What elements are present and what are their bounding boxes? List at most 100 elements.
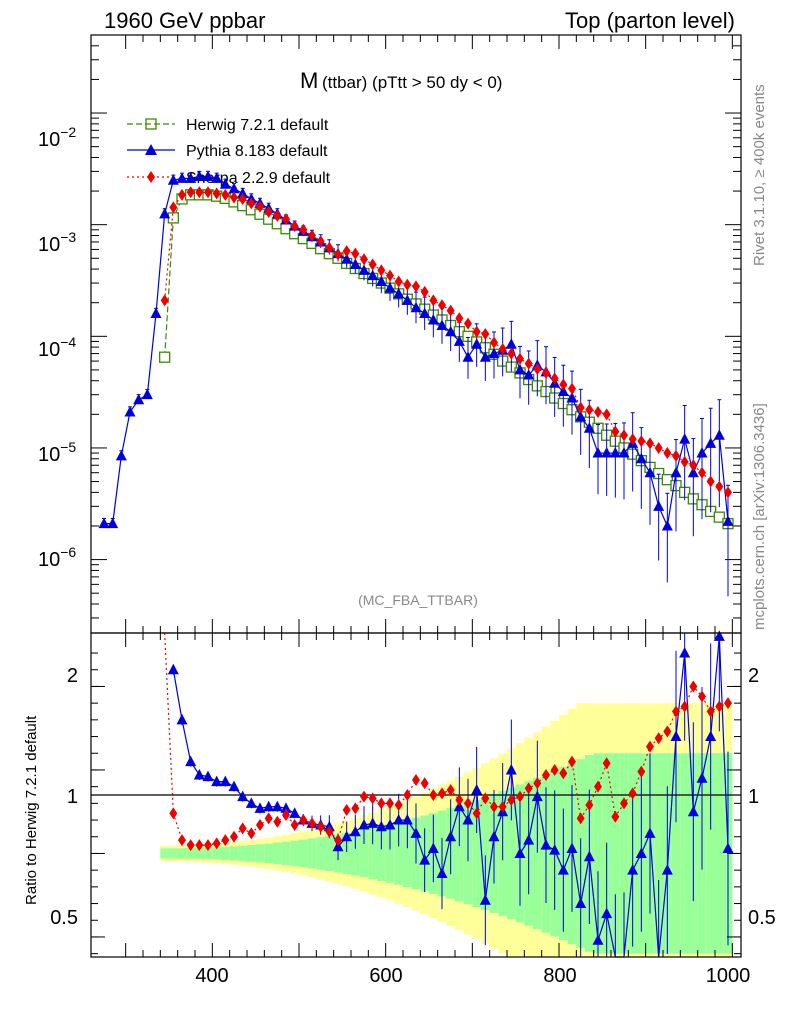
point-pythia xyxy=(124,405,136,417)
point-sherpa xyxy=(646,437,654,450)
point-sherpa xyxy=(212,187,221,200)
ratio-point-pythia xyxy=(358,819,370,830)
point-pythia xyxy=(436,319,448,330)
ratio-point-sherpa xyxy=(533,777,542,790)
ratio-band-green xyxy=(611,753,620,954)
point-sherpa xyxy=(611,425,620,438)
ratio-point-sherpa xyxy=(568,755,576,768)
ratio-point-sherpa xyxy=(299,814,308,827)
ratio-point-pythia xyxy=(341,830,353,842)
point-pythia xyxy=(384,282,396,293)
ratio-point-pythia xyxy=(644,827,656,838)
ratio-band-green xyxy=(212,847,221,860)
point-sherpa xyxy=(628,433,637,446)
point-sherpa xyxy=(576,401,585,414)
point-pythia xyxy=(609,447,621,458)
ratio-band-green xyxy=(715,753,724,954)
point-sherpa xyxy=(299,223,308,236)
ratio-point-sherpa xyxy=(464,797,472,810)
ratio-point-pythia xyxy=(670,730,682,742)
plot-title-main: M xyxy=(300,68,318,93)
ratio-point-pythia xyxy=(583,850,595,862)
xtick-800: 800 xyxy=(543,965,576,987)
ratio-point-pythia xyxy=(271,800,283,812)
ratio-point-sherpa xyxy=(550,763,559,776)
ratio-point-sherpa xyxy=(308,817,316,830)
point-sherpa xyxy=(698,466,706,479)
header-energy: 1960 GeV ppbar xyxy=(104,8,265,33)
point-sherpa xyxy=(247,197,256,210)
xtick-400: 400 xyxy=(195,965,228,987)
point-sherpa xyxy=(464,317,472,330)
legend-entry-herwig: Herwig 7.2.1 default xyxy=(127,117,329,134)
ratio-band-green xyxy=(403,819,412,887)
legend-entry-pythia: Pythia 8.183 default xyxy=(127,143,328,160)
ratio-point-sherpa xyxy=(706,705,715,718)
point-pythia xyxy=(705,437,717,448)
point-pythia xyxy=(462,351,474,362)
point-pythia xyxy=(566,392,578,403)
ratio-point-sherpa xyxy=(576,812,585,825)
point-sherpa xyxy=(342,245,351,258)
point-pythia xyxy=(453,335,465,346)
ratio-band-green xyxy=(203,847,213,860)
ratio-point-sherpa xyxy=(490,800,498,813)
series-line-sherpa xyxy=(164,191,729,493)
ratio-point-sherpa xyxy=(342,804,351,817)
point-sherpa xyxy=(446,304,455,317)
series-line-pythia xyxy=(104,175,729,529)
ratio-band-green xyxy=(221,846,230,861)
point-pythia xyxy=(219,178,231,189)
ratio-panel-series xyxy=(164,630,734,958)
ratio-band-green xyxy=(680,753,689,954)
ratio-point-sherpa xyxy=(412,773,420,786)
legend-marker-herwig xyxy=(145,118,157,130)
ratio-point-pythia xyxy=(471,783,483,795)
point-pythia xyxy=(592,447,604,458)
point-sherpa xyxy=(524,357,533,370)
ratio-band-green xyxy=(377,826,386,881)
ratio-point-sherpa xyxy=(230,830,238,843)
ratio-point-pythia xyxy=(419,854,431,865)
ratio-point-pythia xyxy=(713,630,725,641)
point-pythia xyxy=(679,433,691,444)
header-process: Top (parton level) xyxy=(565,8,735,33)
ratio-ytick-05-left: 0.5 xyxy=(50,907,78,929)
point-pythia xyxy=(618,447,630,458)
ratio-point-pythia xyxy=(575,897,587,909)
point-pythia xyxy=(635,452,647,464)
ratio-point-sherpa xyxy=(282,809,290,822)
ratio-band-green xyxy=(671,753,681,954)
point-pythia xyxy=(211,172,223,183)
ratio-point-pythia xyxy=(401,814,413,825)
ratio-panel-axes xyxy=(91,633,741,957)
xtick-labels: 400 600 800 1000 xyxy=(195,965,750,987)
ratio-point-sherpa xyxy=(386,797,394,810)
ratio-point-sherpa xyxy=(247,827,256,840)
point-pythia xyxy=(479,351,491,362)
ratio-point-pythia xyxy=(479,894,491,905)
ratio-band-green xyxy=(342,832,351,875)
ratio-point-pythia xyxy=(367,817,379,828)
ratio-band-green xyxy=(654,753,663,954)
ratio-point-sherpa xyxy=(212,837,221,850)
point-pythia xyxy=(601,447,613,458)
point-pythia xyxy=(575,410,587,422)
ratio-point-pythia xyxy=(185,755,197,767)
ratio-point-pythia xyxy=(540,839,552,850)
point-sherpa xyxy=(351,247,360,260)
ratio-point-sherpa xyxy=(368,792,377,805)
point-pythia xyxy=(375,275,387,286)
ratio-band-green xyxy=(619,753,629,954)
point-pythia xyxy=(185,172,197,183)
ratio-band-green xyxy=(264,843,273,864)
ratio-point-pythia xyxy=(627,864,639,875)
ratio-point-pythia xyxy=(592,934,604,945)
ratio-band-green xyxy=(229,846,239,861)
ratio-point-pythia xyxy=(505,763,517,775)
ratio-point-sherpa xyxy=(698,690,706,703)
point-pythia xyxy=(150,307,162,319)
ratio-ytick-1-left: 1 xyxy=(67,786,78,808)
point-sherpa xyxy=(186,186,195,199)
ratio-point-pythia xyxy=(462,814,474,825)
